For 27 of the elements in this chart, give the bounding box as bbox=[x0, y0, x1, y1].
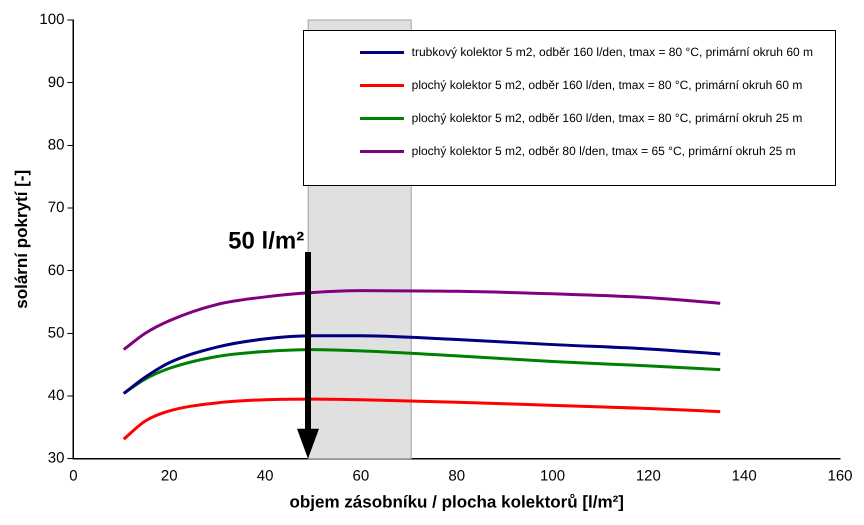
y-axis-title: solární pokrytí [-] bbox=[12, 170, 31, 309]
x-tick-label: 120 bbox=[636, 468, 661, 485]
x-tick-label: 140 bbox=[732, 468, 757, 485]
y-tick-label: 70 bbox=[48, 199, 64, 216]
x-tick-label: 60 bbox=[352, 468, 370, 485]
line-series bbox=[122, 398, 722, 441]
y-tick-label: 30 bbox=[48, 450, 64, 467]
y-tick-label: 60 bbox=[48, 262, 64, 279]
x-tick-label: 80 bbox=[448, 468, 466, 485]
legend-label: trubkový kolektor 5 m2, odběr 160 l/den, tmax = 80 °C, primární okruh 60 m bbox=[412, 45, 813, 59]
legend-label: plochý kolektor 5 m2, odběr 160 l/den, tmax = 80 °C, primární okruh 25 m bbox=[412, 111, 802, 125]
x-tick-label: 100 bbox=[540, 468, 566, 485]
y-tick-label: 50 bbox=[48, 324, 64, 342]
annotation: 50 l/m² bbox=[228, 227, 304, 254]
line-series bbox=[122, 334, 722, 395]
x-tick-label: 160 bbox=[827, 468, 853, 485]
y-tick-label: 100 bbox=[39, 11, 64, 28]
x-tick-label: 0 bbox=[69, 468, 78, 485]
y-tick-label: 80 bbox=[48, 136, 64, 154]
y-tick-label: 40 bbox=[48, 387, 64, 404]
legend-label: plochý kolektor 5 m2, odběr 160 l/den, tmax = 80 °C, primární okruh 60 m bbox=[412, 78, 802, 92]
x-axis-title: objem zásobníku / plocha kolektorů [l/m²] bbox=[290, 492, 624, 512]
x-tick-label: 40 bbox=[256, 468, 274, 485]
x-tick-label: 20 bbox=[160, 468, 178, 485]
y-tick-label: 90 bbox=[48, 74, 64, 91]
line-series bbox=[122, 289, 722, 352]
legend-label: plochý kolektor 5 m2, odběr 80 l/den, tmax = 65 °C, primární okruh 25 m bbox=[412, 144, 796, 158]
